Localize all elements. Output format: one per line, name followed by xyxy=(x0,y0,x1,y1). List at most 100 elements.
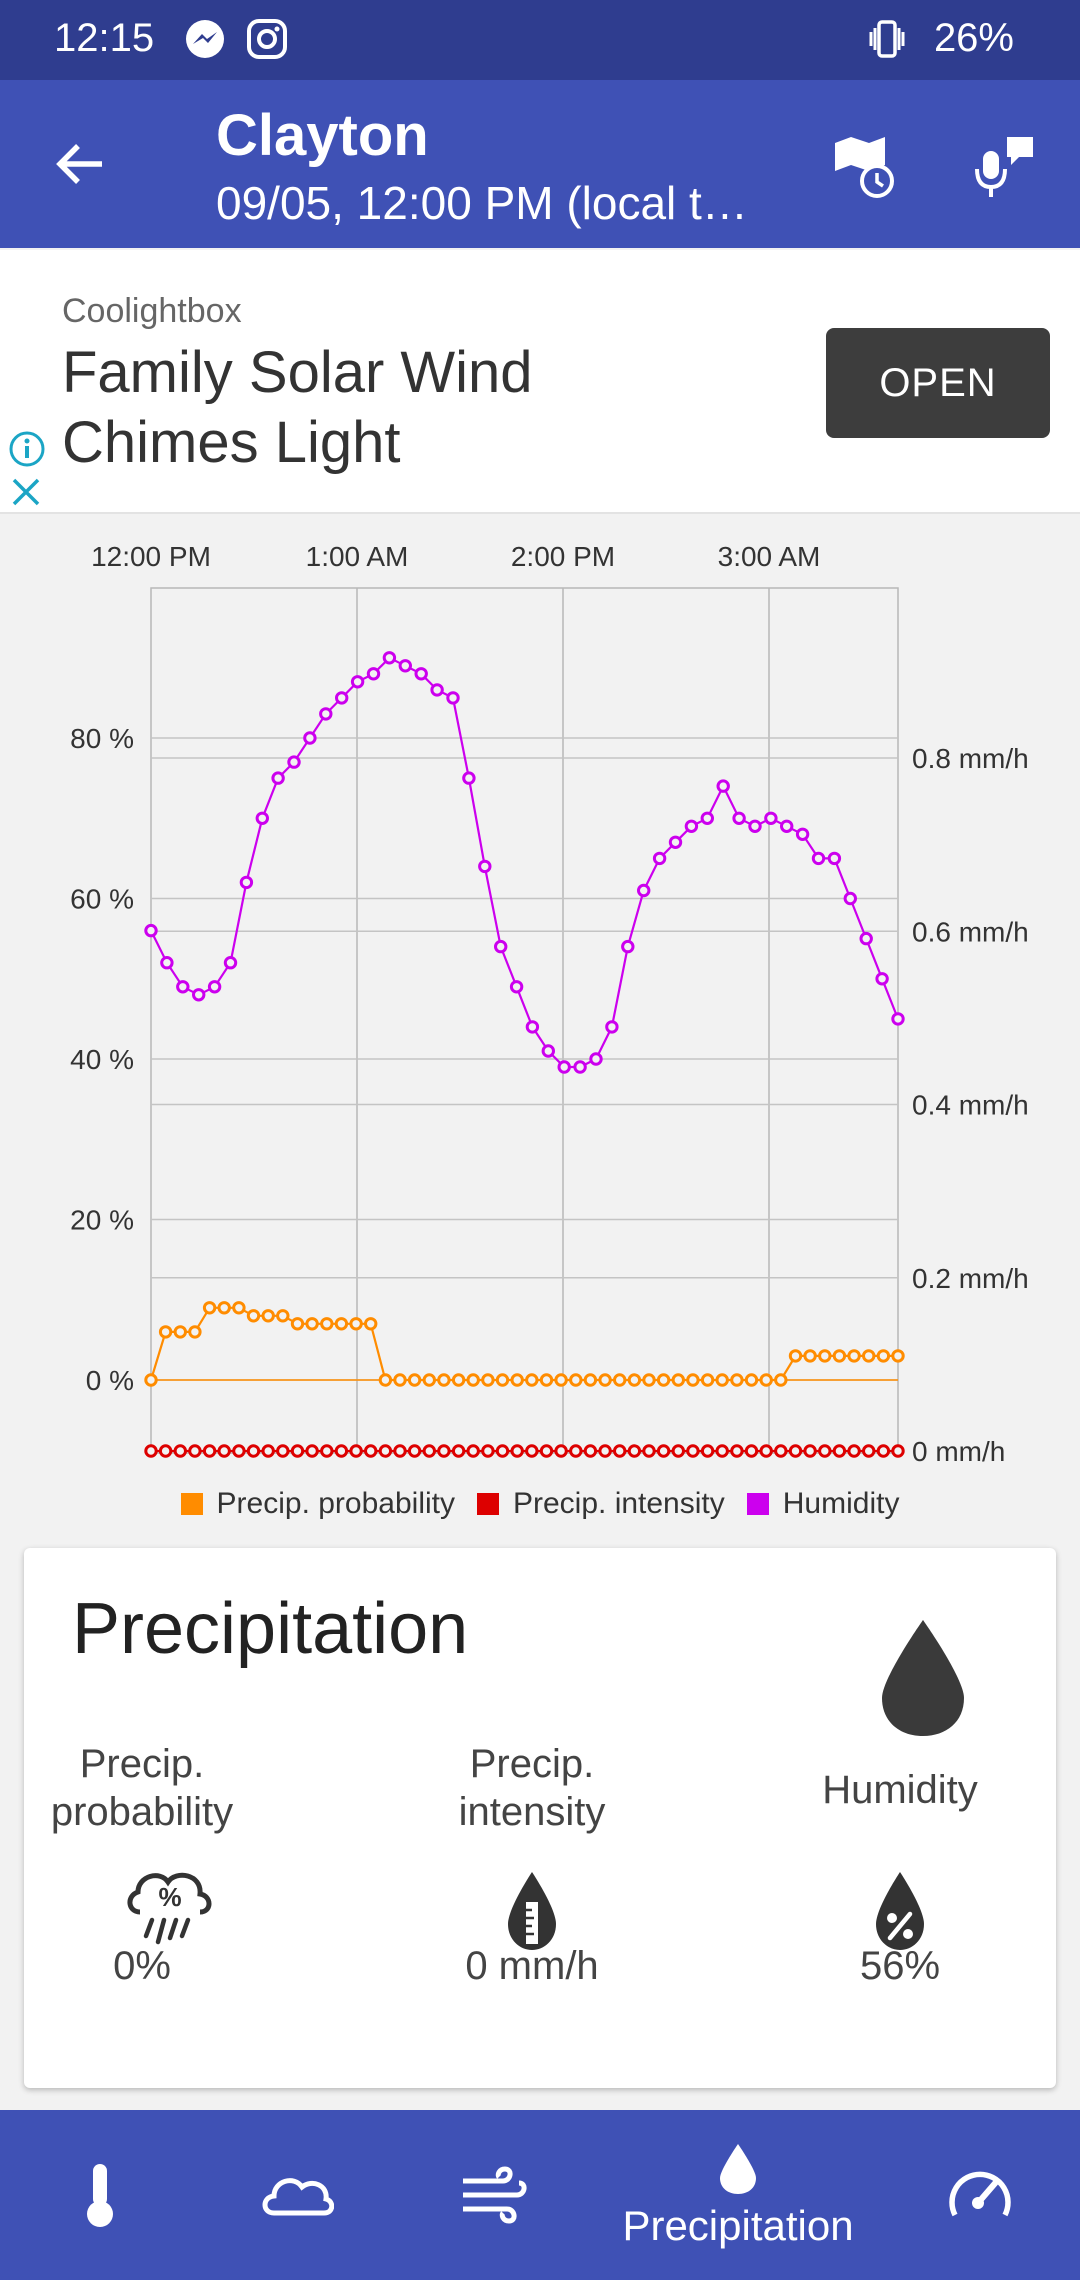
x-tick-label: 12:00 PM xyxy=(91,541,211,572)
data-point xyxy=(818,1349,832,1363)
data-point xyxy=(700,1373,715,1387)
legend-label: Precip. probability xyxy=(216,1487,455,1520)
data-point xyxy=(541,1044,555,1058)
data-point xyxy=(652,851,667,866)
data-point xyxy=(557,1060,571,1074)
data-point xyxy=(759,1444,773,1458)
data-point xyxy=(642,1373,656,1387)
data-point xyxy=(875,972,889,986)
water-drop-icon xyxy=(720,2144,756,2194)
map-history-button[interactable] xyxy=(820,124,904,208)
nav-precipitation[interactable]: Precipitation xyxy=(600,2110,876,2280)
page-title: Clayton xyxy=(216,103,429,168)
ad-open-button[interactable]: OPEN xyxy=(826,328,1050,438)
data-point xyxy=(554,1373,568,1387)
data-point xyxy=(481,1373,495,1387)
data-point xyxy=(393,1444,407,1458)
ad-headline[interactable]: Family Solar Wind Chimes Light xyxy=(62,340,533,475)
data-point xyxy=(862,1349,876,1363)
data-point xyxy=(891,1444,905,1458)
data-point xyxy=(303,731,317,745)
status-time: 12:15 xyxy=(54,16,155,60)
data-point xyxy=(715,1444,729,1458)
data-point xyxy=(627,1373,642,1387)
data-point xyxy=(637,883,651,898)
data-point xyxy=(832,1349,847,1363)
data-point xyxy=(554,1444,568,1458)
data-point xyxy=(393,1373,407,1387)
humidity-percent-icon xyxy=(876,1872,924,1950)
data-point xyxy=(217,1444,231,1458)
data-point xyxy=(407,1444,422,1458)
data-point xyxy=(217,1301,231,1315)
data-point xyxy=(509,980,524,994)
metric-precip-probability: Precip. probability xyxy=(0,1740,292,1836)
ad-banner[interactable]: Coolightbox Family Solar Wind Chimes Lig… xyxy=(0,250,1080,514)
nav-wind[interactable] xyxy=(434,2110,554,2280)
data-point xyxy=(569,1373,583,1387)
thermometer-icon xyxy=(87,2164,113,2227)
data-point xyxy=(437,1444,451,1458)
data-point xyxy=(832,1444,847,1458)
data-point xyxy=(364,1444,378,1458)
precipitation-card: Precipitation Precip. probability % 0% P… xyxy=(24,1548,1056,2088)
x-axis-ticks: 12:00 PM 1:00 AM 2:00 PM 3:00 AM xyxy=(91,541,820,572)
nav-clouds[interactable] xyxy=(236,2110,356,2280)
series-precip-probability xyxy=(144,1301,905,1387)
back-button[interactable] xyxy=(40,124,120,204)
data-point xyxy=(495,1444,510,1458)
metric-humidity: Humidity xyxy=(750,1766,1050,1814)
data-point xyxy=(862,1444,876,1458)
series-line xyxy=(149,1306,898,1382)
data-point xyxy=(621,939,635,954)
data-point xyxy=(774,1373,788,1387)
data-point xyxy=(319,707,333,721)
voice-feedback-button[interactable] xyxy=(962,124,1046,208)
data-point xyxy=(173,1444,188,1458)
data-point xyxy=(700,811,714,825)
data-point xyxy=(350,675,365,689)
data-point xyxy=(811,851,826,866)
data-point xyxy=(525,1020,540,1034)
ad-info-icon[interactable] xyxy=(8,430,46,468)
chart-legend: Precip. probability Precip. intensity Hu… xyxy=(0,1482,1080,1526)
metric-label: intensity xyxy=(458,1790,606,1834)
data-point xyxy=(287,755,301,769)
data-point xyxy=(876,1349,891,1363)
metric-label: Humidity xyxy=(822,1768,978,1812)
data-point xyxy=(176,980,190,994)
data-point xyxy=(202,1301,217,1315)
ad-close-icon[interactable] xyxy=(6,472,46,512)
data-point xyxy=(495,1373,510,1387)
nav-pressure[interactable] xyxy=(920,2110,1040,2280)
data-point xyxy=(788,1444,803,1458)
chart-grid xyxy=(150,587,899,1454)
data-point xyxy=(422,1373,436,1387)
data-point xyxy=(207,980,222,994)
battery-level: 26% xyxy=(933,16,1014,60)
data-point xyxy=(422,1444,436,1458)
data-point xyxy=(539,1444,554,1458)
y-left-tick-label: 80 % xyxy=(70,723,134,754)
data-point xyxy=(364,1317,378,1331)
x-tick-label: 3:00 AM xyxy=(718,541,821,572)
nav-label: Precipitation xyxy=(622,2202,854,2249)
data-point xyxy=(686,1444,700,1458)
legend-swatch xyxy=(476,1493,499,1515)
rain-gauge-icon xyxy=(508,1872,556,1950)
rain-percent-icon: % xyxy=(127,1872,212,1945)
data-point xyxy=(451,1444,466,1458)
nav-temperature[interactable] xyxy=(40,2110,160,2280)
data-point xyxy=(232,1301,246,1315)
bottom-navigation: Precipitation xyxy=(0,2110,1080,2280)
series-line xyxy=(150,656,900,1069)
data-point xyxy=(803,1444,817,1458)
legend-swatch xyxy=(180,1493,203,1515)
data-point xyxy=(671,1444,685,1458)
legend-item: Precip. probability xyxy=(180,1487,455,1521)
metric-value: 0 mm/h xyxy=(465,1944,599,1988)
data-point xyxy=(510,1373,524,1387)
data-point xyxy=(656,1373,671,1387)
data-point xyxy=(780,819,794,833)
data-point xyxy=(366,667,381,681)
